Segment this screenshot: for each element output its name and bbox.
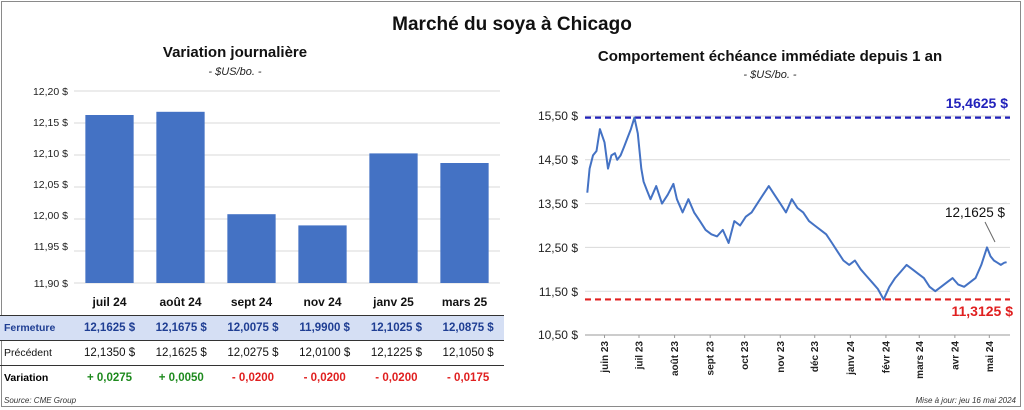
left-ytick: 12,20 $: [33, 86, 68, 98]
right-chart-unit: - $US/bo. -: [743, 69, 797, 81]
bar: [227, 214, 276, 283]
right-ytick: 11,50 $: [539, 285, 578, 299]
right-x-axis: juin 23 juil 23 août 23 sept 23 oct 23 nov 23…: [600, 335, 996, 379]
last-value-leader: [984, 221, 996, 243]
table-cell: 11,9900 $: [288, 315, 361, 341]
right-xtick: janv 24: [846, 341, 857, 376]
right-reference-lines: [585, 116, 1010, 301]
row-label: Fermeture: [0, 315, 74, 341]
table-cell: 12,1050 $: [432, 340, 504, 366]
table-cell: 12,0275 $: [217, 340, 289, 366]
right-series: [586, 116, 1007, 301]
right-xtick: sept 23: [706, 341, 717, 376]
right-ytick: 15,50 $: [538, 109, 578, 123]
table-cell: 12,1625 $: [145, 340, 218, 366]
right-xtick: avr 24: [950, 341, 961, 370]
table-cell: 12,1025 $: [360, 315, 433, 341]
table-row: Précédent 12,1350 $ 12,1625 $ 12,0275 $ …: [0, 340, 504, 366]
table-row: Fermeture 12,1625 $ 12,1675 $ 12,0075 $ …: [0, 315, 504, 341]
left-ytick: 11,95 $: [34, 241, 68, 253]
left-ytick: 12,10 $: [33, 148, 68, 160]
left-y-axis: 12,20 $ 12,15 $ 12,10 $ 12,05 $ 12,00 $ …: [33, 86, 68, 290]
right-grid: [585, 115, 1010, 336]
bar: [156, 111, 205, 283]
source-note: Source: CME Group: [4, 396, 77, 405]
price-table: Fermeture 12,1625 $ 12,1675 $ 12,0075 $ …: [0, 315, 504, 390]
left-ytick: 12,15 $: [33, 117, 68, 129]
right-xtick: oct 23: [740, 341, 751, 370]
right-xtick: mai 24: [985, 341, 996, 373]
table-cell: 12,1675 $: [145, 315, 218, 341]
left-xtick: août 24: [159, 295, 201, 309]
table-cell: - 0,0200: [231, 372, 275, 384]
left-bars: [85, 111, 489, 283]
right-xtick: août 23: [670, 341, 681, 376]
right-ytick: 10,50 $: [538, 328, 578, 342]
left-chart-unit: - $US/bo. -: [208, 66, 262, 78]
left-grid: [74, 90, 500, 284]
right-xtick: juil 23: [634, 341, 645, 371]
bar: [85, 115, 134, 283]
table-cell: 12,1225 $: [360, 340, 433, 366]
table-cell: 12,0075 $: [217, 315, 289, 341]
price-series-line: [586, 116, 1007, 301]
table-cell: - 0,0175: [447, 372, 490, 384]
right-chart-title: Comportement échéance immédiate depuis 1…: [597, 48, 943, 65]
row-label: Précédent: [0, 340, 74, 366]
table-cell: 12,0875 $: [432, 315, 504, 341]
left-ytick: 12,00 $: [33, 210, 68, 222]
last-value-label: 12,1625 $: [945, 205, 1006, 220]
right-ytick: 12,50 $: [538, 241, 578, 255]
right-xtick: déc 23: [810, 341, 821, 373]
left-xtick: mars 25: [442, 295, 488, 309]
right-y-axis: 15,50 $ 14,50 $ 13,50 $ 12,50 $ 11,50 $ …: [538, 109, 578, 342]
page-title: Marché du soya à Chicago: [392, 14, 632, 35]
left-ytick: 11,90 $: [34, 278, 68, 290]
bar: [298, 225, 347, 283]
left-xtick: sept 24: [231, 295, 273, 309]
right-xtick: févr 24: [881, 341, 892, 374]
table-cell: + 0,0050: [158, 372, 204, 384]
right-xtick: mars 24: [915, 341, 926, 379]
right-xtick: juin 23: [600, 341, 611, 374]
left-xtick: nov 24: [303, 295, 341, 309]
update-note: Mise à jour: jeu 16 mai 2024: [915, 396, 1017, 405]
table-cell: 12,1350 $: [73, 340, 146, 366]
right-xtick: nov 23: [776, 341, 787, 373]
low-label: 11,3125 $: [951, 303, 1013, 319]
left-xtick: janv 25: [372, 295, 414, 309]
right-ytick: 14,50 $: [538, 153, 578, 167]
left-x-axis: juil 24 août 24 sept 24 nov 24 janv 25 mars 2…: [91, 295, 487, 309]
row-label: Variation: [4, 372, 49, 384]
right-ytick: 13,50 $: [538, 197, 578, 211]
bar: [369, 153, 418, 283]
left-ytick: 12,05 $: [33, 179, 68, 191]
table-row: Variation + 0,0275 + 0,0050 - 0,0200 - 0…: [0, 366, 504, 391]
table-cell: - 0,0200: [303, 372, 346, 384]
left-chart-title: Variation journalière: [162, 44, 308, 61]
table-cell: + 0,0275: [86, 372, 133, 384]
table-cell: - 0,0200: [375, 372, 418, 384]
bar: [440, 163, 489, 283]
left-xtick: juil 24: [91, 295, 126, 309]
table-cell: 12,0100 $: [288, 340, 361, 366]
table-cell: 12,1625 $: [73, 315, 146, 341]
high-label: 15,4625 $: [946, 95, 1008, 111]
